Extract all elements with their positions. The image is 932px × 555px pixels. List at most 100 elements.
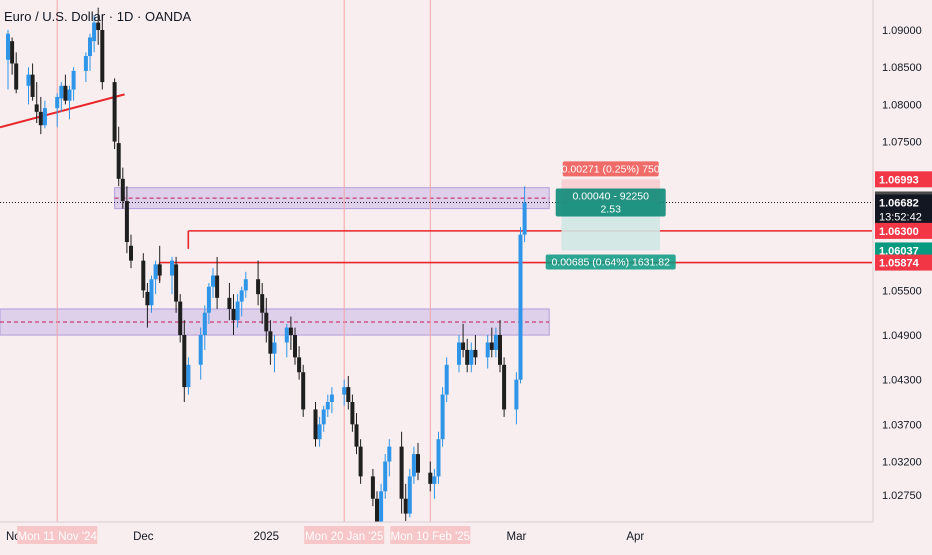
drawings-layer xyxy=(0,93,872,281)
candle-body xyxy=(243,279,248,291)
candle-body xyxy=(272,342,277,354)
candle-body xyxy=(411,454,416,477)
candle-body xyxy=(59,85,64,99)
price-level-label: 1.06300 xyxy=(879,226,919,238)
candle-body xyxy=(178,301,183,336)
candle-body xyxy=(63,85,68,101)
candle-body xyxy=(88,37,92,57)
candle-body xyxy=(116,143,121,179)
candle-body xyxy=(186,364,191,388)
candle-body xyxy=(350,402,355,425)
candle-body xyxy=(469,349,474,365)
candle-body xyxy=(502,364,507,410)
candle-body xyxy=(14,63,19,90)
candle-body xyxy=(407,476,412,514)
countdown-label: 13:52:42 xyxy=(879,211,922,223)
candle-body xyxy=(465,349,470,365)
candle-body xyxy=(206,286,211,313)
candle-body xyxy=(313,409,318,440)
candle-body xyxy=(55,96,60,109)
candle-body xyxy=(227,297,232,309)
candle-body xyxy=(96,22,101,30)
candle-body xyxy=(297,357,302,373)
time-tick-label: Apr xyxy=(626,531,644,543)
candle-body xyxy=(198,335,203,365)
candle-body xyxy=(256,279,261,295)
candle-body xyxy=(170,260,174,276)
price-tick-label: 1.08000 xyxy=(882,99,922,111)
price-tick-label: 1.03700 xyxy=(882,419,922,431)
price-level-tag xyxy=(875,171,932,188)
candle-body xyxy=(518,234,523,380)
candle-body xyxy=(325,402,330,410)
candle-body xyxy=(231,309,236,321)
price-axis-bg xyxy=(873,0,932,550)
symbol-header[interactable]: Euro / U.S. Dollar · 1D · OANDA xyxy=(4,9,191,24)
candle-body xyxy=(498,335,502,365)
candle-body xyxy=(284,327,289,343)
date-highlight-label: Mon 20 Jan '25 xyxy=(305,531,383,543)
candles-layer xyxy=(6,7,527,533)
candle-body xyxy=(383,461,388,492)
candle-body xyxy=(346,387,351,402)
candle-body xyxy=(260,294,265,313)
candle-body xyxy=(329,394,334,402)
candle-body xyxy=(317,424,322,440)
candle-body xyxy=(10,41,15,64)
candle-body xyxy=(211,275,215,287)
date-highlight-tag xyxy=(390,526,471,544)
candle-body xyxy=(239,290,244,302)
candle-body xyxy=(358,446,363,477)
price-level-tag xyxy=(875,254,932,271)
candle-body xyxy=(34,104,39,112)
price-tick-label: 1.04900 xyxy=(882,330,922,342)
candle-body xyxy=(83,56,88,71)
header-separator: · xyxy=(137,9,142,24)
zones-layer xyxy=(0,187,550,336)
stop-label: 0.00685 (0.64%) 1631.82 xyxy=(551,256,670,268)
price-tick-label: 1.08500 xyxy=(882,62,922,74)
time-tick-label: Mar xyxy=(506,531,526,543)
time-tick-label: 2025 xyxy=(254,531,280,543)
date-highlight-tag xyxy=(304,526,385,544)
price-tick-label: 1.09000 xyxy=(882,25,922,37)
candle-body xyxy=(235,301,240,321)
candle-body xyxy=(120,178,125,202)
candle-body xyxy=(112,82,117,142)
candle-body xyxy=(375,498,379,529)
candle-body xyxy=(403,498,408,514)
candle-body xyxy=(124,201,129,243)
candle-body xyxy=(182,335,187,388)
price-level-tag xyxy=(875,194,932,225)
exchange-label: OANDA xyxy=(144,9,192,24)
candle-body xyxy=(153,264,158,280)
timeframe-label[interactable]: 1D xyxy=(116,9,134,24)
candle-body xyxy=(493,335,498,350)
trend-line xyxy=(0,93,125,129)
candle-body xyxy=(293,335,297,358)
price-tick-label: 1.02750 xyxy=(882,490,922,502)
candle-body xyxy=(473,349,478,358)
price-level-label: 1.06037 xyxy=(879,245,919,257)
entry-label: 0.00040 - 92250 xyxy=(572,190,649,202)
candle-body xyxy=(301,372,306,410)
header-separator: · xyxy=(108,9,114,24)
date-highlight-tag xyxy=(17,526,98,544)
candle-body xyxy=(26,74,31,86)
price-axis[interactable]: 1.09000 1.08500 1.08000 1.07500 1.05500 1.049… xyxy=(872,0,932,550)
candle-body xyxy=(268,331,273,354)
candle-body xyxy=(461,342,466,350)
candle-body xyxy=(42,108,47,126)
candle-body xyxy=(264,312,269,332)
candle-body xyxy=(342,387,347,395)
candle-body xyxy=(30,74,35,97)
candle-body xyxy=(436,439,441,477)
candle-body xyxy=(489,342,494,350)
candle-body xyxy=(67,89,72,101)
candle-body xyxy=(215,275,220,298)
target-label: 0.00271 (0.25%) 750 xyxy=(562,163,660,175)
candle-body xyxy=(399,446,404,499)
